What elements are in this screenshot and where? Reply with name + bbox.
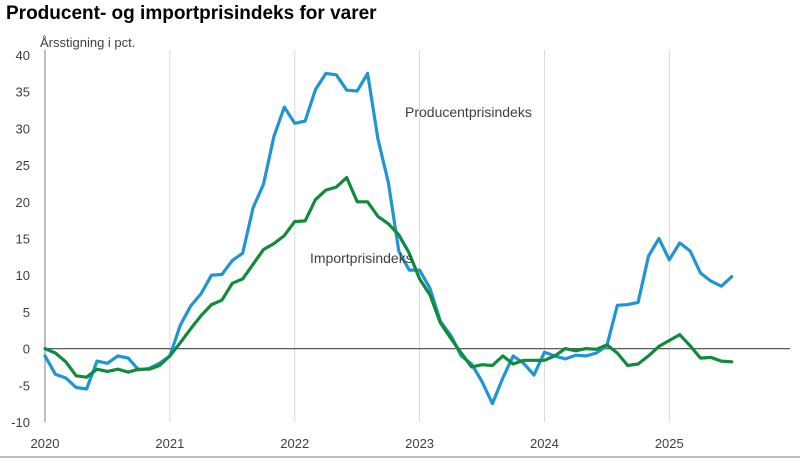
y-tick-label: 20 bbox=[16, 195, 30, 210]
x-tick-label: 2023 bbox=[405, 436, 434, 451]
y-tick-label: 40 bbox=[16, 48, 30, 63]
series-label-importprisindeks: Importprisindeks bbox=[310, 250, 413, 266]
y-tick-label: 5 bbox=[23, 305, 30, 320]
series-label-producentprisindeks: Producentprisindeks bbox=[405, 104, 532, 120]
y-tick-label: 25 bbox=[16, 158, 30, 173]
y-tick-labels: -10 -5 0 5 10 15 20 25 30 35 40 bbox=[11, 48, 30, 430]
y-tick-label: 10 bbox=[16, 268, 30, 283]
x-tick-label: 2020 bbox=[31, 436, 60, 451]
y-tick-label: 35 bbox=[16, 85, 30, 100]
x-tick-labels: 2020 2021 2022 2023 2024 2025 bbox=[31, 436, 684, 451]
y-tick-label: 15 bbox=[16, 232, 30, 247]
series-lines bbox=[43, 71, 734, 406]
series-labels: Producentprisindeks Importprisindeks bbox=[310, 104, 532, 266]
series-line-producentprisindeks bbox=[43, 71, 734, 406]
y-tick-label: -10 bbox=[11, 415, 30, 430]
y-tick-label: 0 bbox=[23, 342, 30, 357]
y-tick-label: 30 bbox=[16, 121, 30, 136]
chart-title: Producent- og importprisindeks for varer bbox=[6, 3, 377, 24]
axes bbox=[0, 50, 800, 458]
y-axis-label: Årsstigning i pct. bbox=[40, 35, 135, 50]
x-tick-label: 2025 bbox=[655, 436, 684, 451]
y-tick-label: -5 bbox=[18, 378, 30, 393]
x-tick-label: 2021 bbox=[155, 436, 184, 451]
x-tick-label: 2022 bbox=[280, 436, 309, 451]
x-tick-label: 2024 bbox=[530, 436, 559, 451]
series-line-importprisindeks bbox=[43, 176, 734, 379]
